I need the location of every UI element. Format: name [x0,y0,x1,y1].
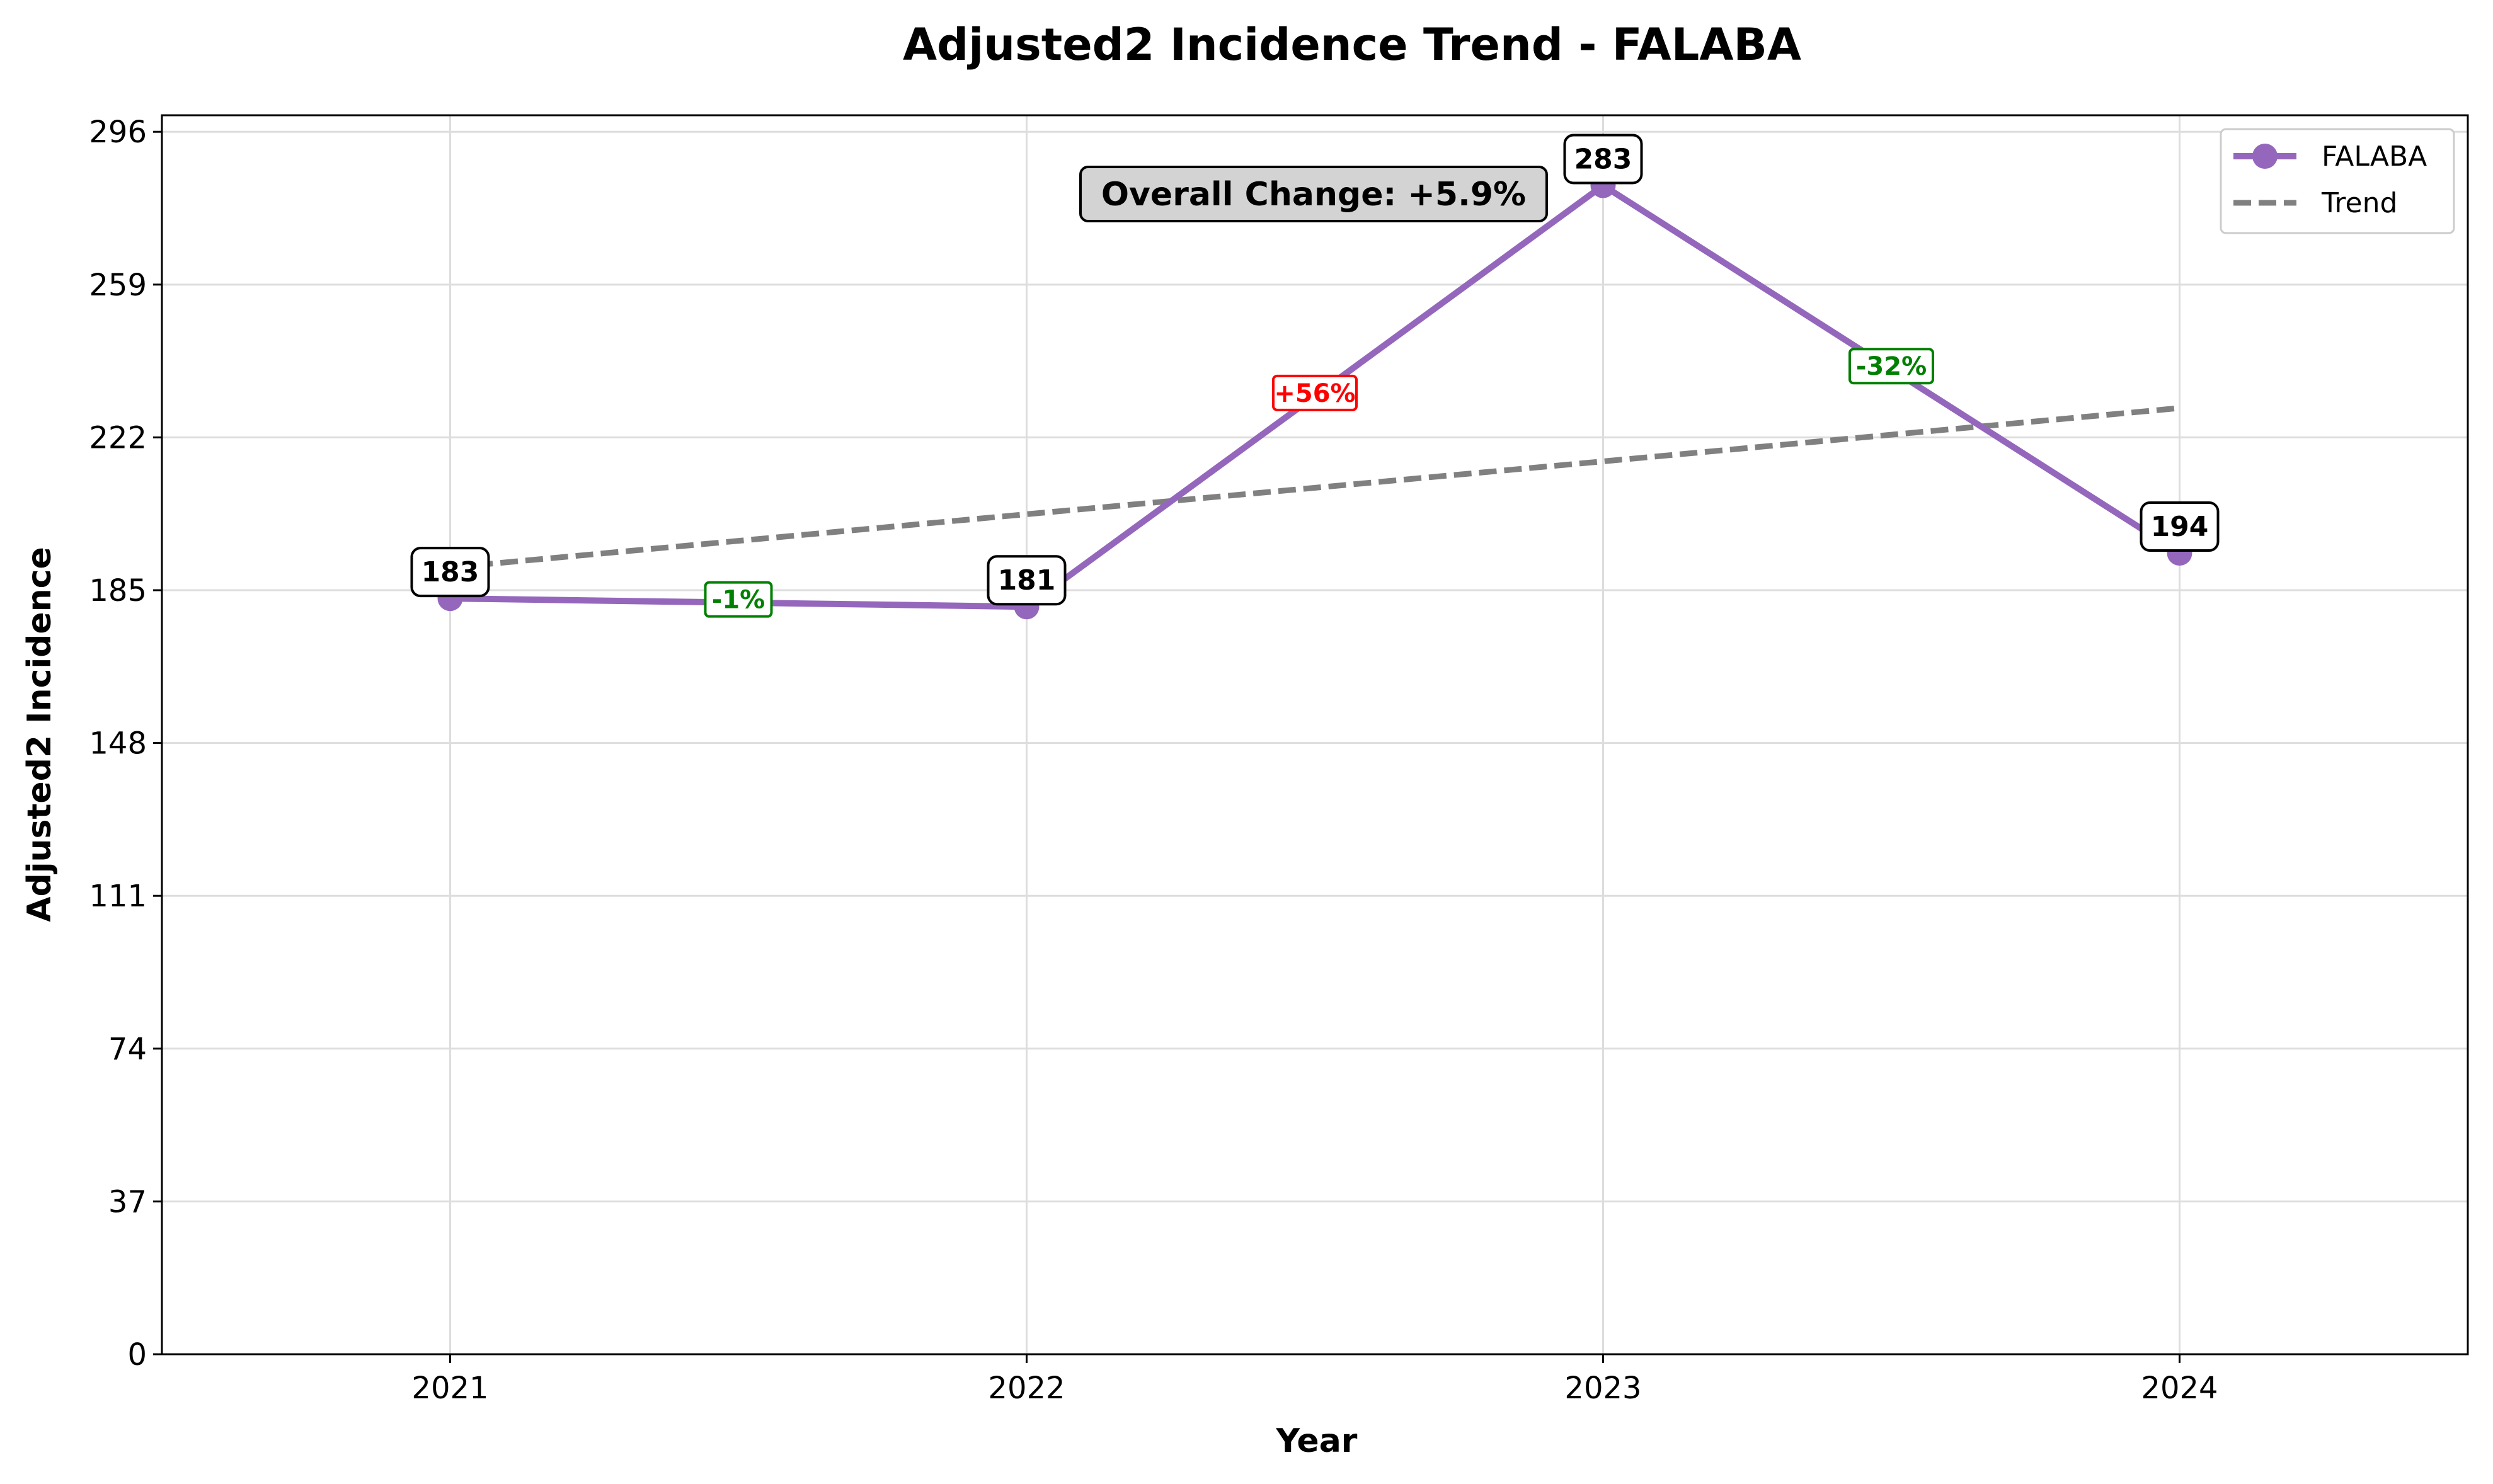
y-tick-label: 111 [89,879,147,914]
data-value-label: 183 [421,556,479,588]
data-value-label: 283 [1574,143,1632,175]
legend: FALABA Trend [2220,128,2455,234]
x-tick-label: 2023 [1564,1371,1641,1406]
x-axis-label: Year [1276,1422,1358,1460]
pct-change-box [1848,348,1934,385]
x-tick-label: 2022 [988,1371,1065,1406]
grid [162,115,2468,1356]
y-axis-label: Adjusted2 Incidence [21,547,59,922]
y-tick-label: 296 [89,115,147,150]
y-tick-label: 37 [108,1184,147,1219]
overall-change-label: Overall Change: +5.9% [1101,176,1526,214]
legend-falaba-marker [2252,144,2278,169]
y-tick-label: 148 [89,726,147,762]
y-tick-label: 259 [89,268,147,303]
x-tick-label: 2021 [411,1371,488,1406]
plot-frame [161,114,2469,1356]
trend-line [450,405,2180,571]
y-tick-label: 0 [127,1337,147,1373]
data-value-label: 194 [2151,511,2209,543]
pct-change-label: -32% [1856,352,1927,381]
data-value-box [987,555,1067,606]
chart-title: Adjusted2 Incidence Trend - FALABA [903,19,1801,71]
y-axis-ticks: 0 37 74 111 148 185 222 259 296 [89,115,162,1373]
y-tick-label: 74 [108,1032,147,1067]
legend-trend-label: Trend [2321,187,2397,219]
data-value-box [410,547,490,598]
y-tick-label: 185 [89,573,147,608]
data-value-box [2140,501,2220,552]
pct-change-label: +56% [1274,379,1355,408]
pct-change-box [1272,374,1358,411]
pct-change-box [704,581,773,618]
data-value-label: 181 [998,564,1056,596]
y-tick-label: 222 [89,420,147,455]
labels-layer: -1% +56% -32% 183 181 283 194 Overall Change: +… [410,134,2220,618]
x-tick-label: 2024 [2141,1371,2218,1406]
legend-falaba-label: FALABA [2322,140,2427,173]
overall-change-box [1079,166,1548,222]
pct-change-label: -1% [712,586,765,615]
x-axis-ticks: 2021 2022 2023 2024 [411,1354,2218,1406]
data-value-box [1563,134,1643,185]
